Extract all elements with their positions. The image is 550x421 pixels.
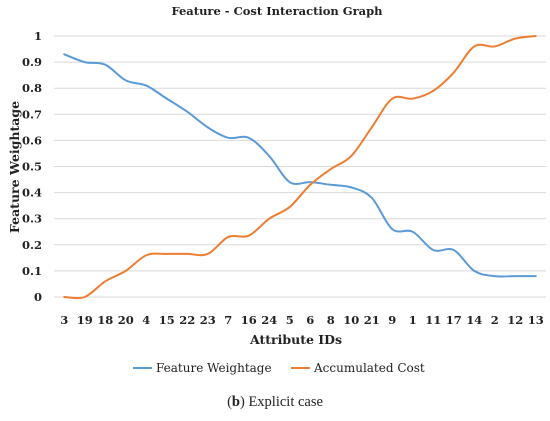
caption-label: b xyxy=(231,394,240,410)
y-tick-label: 0.2 xyxy=(22,238,42,252)
x-tick-label: 20 xyxy=(118,313,134,327)
legend-label: Feature Weightage xyxy=(156,361,272,375)
y-tick-label: 0.1 xyxy=(22,264,42,278)
x-tick-label: 2 xyxy=(491,313,499,327)
grid-lines xyxy=(54,35,546,298)
series-line-feature-weightage xyxy=(63,53,537,278)
y-tick-label: 0.9 xyxy=(22,55,42,69)
series-lines xyxy=(63,35,537,300)
caption-text: Explicit case xyxy=(248,394,323,410)
x-tick-label: 12 xyxy=(507,313,523,327)
x-tick-label: 21 xyxy=(364,313,380,327)
y-tick-label: 0.4 xyxy=(22,186,42,200)
y-tick-label: 0.6 xyxy=(22,133,42,147)
y-tick-label: 0.5 xyxy=(22,160,42,174)
y-tick-label: 1 xyxy=(34,29,42,43)
x-axis-title: Attribute IDs xyxy=(249,332,342,347)
x-tick-label: 22 xyxy=(179,313,195,327)
y-axis-title: Feature Weightage xyxy=(7,101,22,233)
x-tick-labels: 3 19 18 20 4 15 22 23 7 16 24 5 6 8 10 21 9 1 11 17 14 2 12 13 xyxy=(60,313,544,327)
chart-title: Feature - Cost Interaction Graph xyxy=(171,4,383,18)
x-tick-label: 3 xyxy=(60,313,68,327)
x-tick-label: 8 xyxy=(327,313,335,327)
legend: Feature Weightage Accumulated Cost xyxy=(133,361,425,375)
line-chart: Feature - Cost Interaction Graph 0 0.1 0.2… xyxy=(7,4,546,375)
y-tick-label: 0.8 xyxy=(22,81,42,95)
x-tick-label: 18 xyxy=(97,313,113,327)
x-tick-label: 19 xyxy=(77,313,93,327)
x-tick-label: 17 xyxy=(446,313,462,327)
figure-caption: (b) Explicit case xyxy=(227,394,323,410)
legend-label: Accumulated Cost xyxy=(313,361,425,375)
x-tick-label: 13 xyxy=(528,313,544,327)
x-tick-label: 14 xyxy=(466,313,482,327)
y-tick-label: 0.3 xyxy=(22,212,42,226)
x-tick-label: 5 xyxy=(286,313,294,327)
x-tick-label: 23 xyxy=(200,313,216,327)
x-tick-label: 11 xyxy=(425,313,441,327)
y-tick-labels: 0 0.1 0.2 0.3 0.4 0.5 0.6 0.7 0.8 0.9 1 xyxy=(22,29,42,304)
x-tick-label: 15 xyxy=(159,313,175,327)
x-tick-label: 6 xyxy=(306,313,314,327)
x-tick-label: 7 xyxy=(224,313,232,327)
x-tick-label: 4 xyxy=(142,313,150,327)
x-tick-label: 10 xyxy=(343,313,359,327)
y-tick-label: 0 xyxy=(34,290,42,304)
y-tick-label: 0.7 xyxy=(22,107,42,121)
x-tick-label: 16 xyxy=(241,313,257,327)
x-tick-label: 24 xyxy=(261,313,277,327)
x-tick-label: 1 xyxy=(409,313,417,327)
series-line-accumulated-cost xyxy=(63,35,537,300)
x-tick-label: 9 xyxy=(388,313,396,327)
